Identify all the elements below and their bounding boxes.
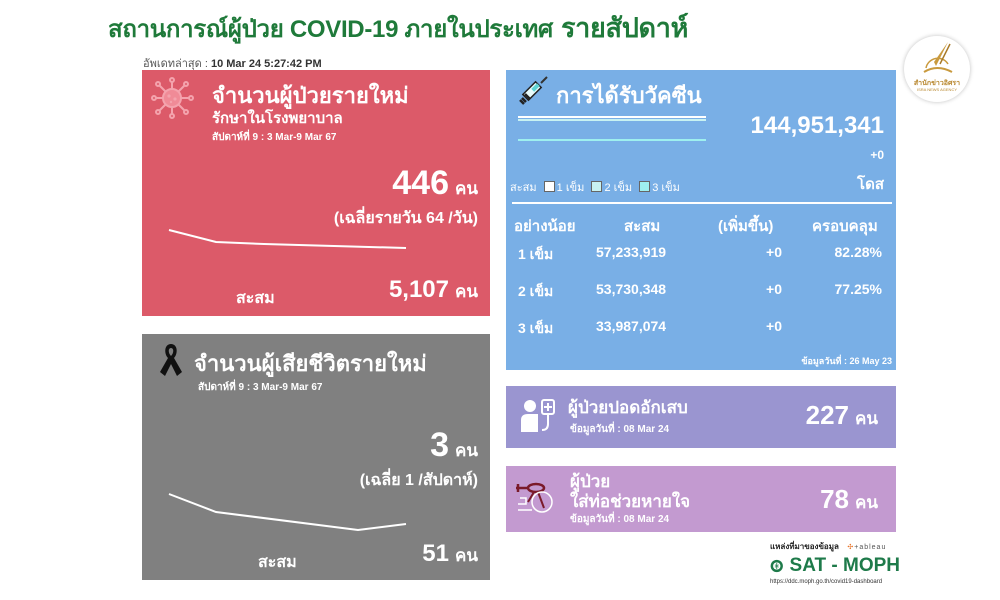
patient-iv-icon <box>521 399 555 432</box>
dose3-bar <box>518 139 706 141</box>
page-title: สถานการณ์ผู้ป่วย COVID-19 ภายในประเทศ ราย… <box>108 6 688 49</box>
row2-coverage: 77.25% <box>834 281 882 297</box>
dose-legend: สะสม 1 เข็ม 2 เข็ม 3 เข็ม <box>510 178 680 196</box>
new-cases-week: สัปดาห์ที่ 9 : 3 Mar-9 Mar 67 <box>212 132 337 143</box>
ventilator-title-line1: ผู้ป่วย <box>570 472 611 491</box>
new-deaths-cumulative-unit: คน <box>455 546 478 565</box>
new-deaths-average: (เฉลี่ย 1 /สัปดาห์) <box>359 472 478 489</box>
legend-label: สะสม <box>510 182 537 194</box>
ventilator-panel: ผู้ป่วย ใส่ท่อช่วยหายใจ ข้อมูลวันที่ : 0… <box>506 466 896 532</box>
new-deaths-trend-line <box>168 493 407 532</box>
vaccination-delta: +0 <box>870 148 884 162</box>
legend-swatch-dose2 <box>591 181 603 192</box>
ventilator-value-row: 78 คน <box>820 484 878 516</box>
tableau-cross-icon: ✣ <box>847 544 855 551</box>
new-deaths-value-row: 3 คน <box>430 426 478 465</box>
dose2-bar <box>518 119 706 121</box>
tableau-logo: ✣+ableau <box>847 544 887 551</box>
last-updated-value: 10 Mar 24 5:27:42 PM <box>210 58 322 70</box>
legend-dose3: 3 เข็ม <box>652 182 680 194</box>
new-cases-unit: คน <box>455 179 478 198</box>
legend-swatch-dose1 <box>543 181 555 192</box>
vaccination-divider <box>512 202 892 204</box>
col-header-cumulative: สะสม <box>624 218 661 235</box>
dose1-bar <box>518 116 706 118</box>
legend-dose2: 2 เข็ม <box>604 182 633 194</box>
row2-cumulative: 53,730,348 <box>596 281 667 297</box>
page-title-main: สถานการณ์ผู้ป่วย COVID-19 ภายในประเทศ <box>108 16 553 43</box>
vaccination-panel: การได้รับวัคซีน 144,951,341 +0 โดส สะสม … <box>506 70 896 370</box>
last-updated-label: อัพเดทล่าสุด : <box>143 58 208 70</box>
row1-cumulative: 57,233,919 <box>596 244 667 260</box>
row3-cumulative: 33,987,074 <box>596 318 667 334</box>
col-header-increase: (เพิ่มขึ้น) <box>718 218 774 235</box>
new-deaths-cumulative-value: 51 <box>422 540 449 567</box>
black-ribbon-icon <box>160 344 182 376</box>
virus-icon <box>151 77 194 119</box>
row2-dose: 2 เข็ม <box>518 283 554 299</box>
row1-dose: 1 เข็ม <box>518 246 554 262</box>
new-deaths-unit: คน <box>455 441 478 460</box>
pneumonia-value: 227 <box>805 400 849 430</box>
row3-dose: 3 เข็ม <box>518 320 554 336</box>
source-org: SAT - MOPH <box>789 555 900 576</box>
new-cases-panel: จำนวนผู้ป่วยรายใหม่ รักษาในโรงพยาบาล สัป… <box>142 70 490 316</box>
last-updated: อัพเดทล่าสุด : 10 Mar 24 5:27:42 PM <box>143 54 322 72</box>
new-cases-cumulative-row: 5,107 คน <box>389 276 478 305</box>
new-deaths-title: จำนวนผู้เสียชีวิตรายใหม่ <box>194 351 427 376</box>
pneumonia-title: ผู้ป่วยปอดอักเสบ <box>568 398 688 417</box>
isra-news-logo: สำนักข่าวอิศรา ISRA NEWS AGENCY <box>904 36 970 102</box>
new-deaths-value: 3 <box>430 426 449 464</box>
col-header-dose: อย่างน้อย <box>514 218 576 235</box>
ventilator-title-line2: ใส่ท่อช่วยหายใจ <box>570 492 691 511</box>
logo-name-th: สำนักข่าวอิศรา <box>913 80 961 87</box>
logo-name-en: ISRA NEWS AGENCY <box>916 87 957 92</box>
data-source: แหล่งที่มาของข้อมูล ✣+ableau SAT - MOPH … <box>770 536 900 585</box>
new-cases-average: (เฉลี่ยรายวัน 64 /วัน) <box>333 210 478 227</box>
legend-dose1: 1 เข็ม <box>556 182 585 194</box>
new-deaths-cumulative-row: 51 คน <box>422 540 478 569</box>
pneumonia-data-date: ข้อมูลวันที่ : 08 Mar 24 <box>570 424 670 435</box>
col-header-coverage: ครอบคลุม <box>812 218 878 235</box>
new-cases-value: 446 <box>392 164 449 202</box>
new-cases-title: จำนวนผู้ป่วยรายใหม่ <box>212 83 409 108</box>
pneumonia-unit: คน <box>855 409 878 428</box>
pneumonia-value-row: 227 คน <box>806 400 878 432</box>
ventilator-data-date: ข้อมูลวันที่ : 08 Mar 24 <box>570 514 670 525</box>
moph-emblem-icon <box>770 559 783 573</box>
row1-coverage: 82.28% <box>834 244 882 260</box>
new-cases-cumulative-unit: คน <box>455 282 478 301</box>
pneumonia-panel: ผู้ป่วยปอดอักเสบ ข้อมูลวันที่ : 08 Mar 2… <box>506 386 896 448</box>
vaccination-total: 144,951,341 <box>750 112 884 139</box>
ventilator-tube-icon <box>516 482 553 513</box>
page-title-suffix: รายสัปดาห์ <box>560 13 689 43</box>
new-deaths-panel: จำนวนผู้เสียชีวิตรายใหม่ สัปดาห์ที่ 9 : … <box>142 334 490 580</box>
new-cases-value-row: 446 คน <box>392 164 478 203</box>
new-deaths-week: สัปดาห์ที่ 9 : 3 Mar-9 Mar 67 <box>198 382 323 393</box>
syringe-icon <box>519 76 548 105</box>
source-url[interactable]: https://ddc.moph.go.th/covid19-dashboard <box>770 579 883 585</box>
row1-increase: +0 <box>766 244 782 260</box>
new-cases-trend-line <box>168 229 407 249</box>
row2-increase: +0 <box>766 281 782 297</box>
ventilator-value: 78 <box>820 484 849 514</box>
row3-increase: +0 <box>766 318 782 334</box>
new-cases-cumulative-label: สะสม <box>236 290 275 307</box>
new-cases-subtitle: รักษาในโรงพยาบาล <box>212 110 343 127</box>
new-cases-cumulative-value: 5,107 <box>388 276 449 303</box>
source-label: แหล่งที่มาของข้อมูล <box>770 542 839 551</box>
vaccination-unit: โดส <box>857 176 884 193</box>
vaccination-title: การได้รับวัคซีน <box>556 83 702 108</box>
ventilator-unit: คน <box>855 493 878 512</box>
new-deaths-cumulative-label: สะสม <box>258 554 297 571</box>
vaccination-data-date: ข้อมูลวันที่ : 26 May 23 <box>801 356 892 366</box>
legend-swatch-dose3 <box>639 181 651 192</box>
pen-nib-icon <box>923 42 953 73</box>
